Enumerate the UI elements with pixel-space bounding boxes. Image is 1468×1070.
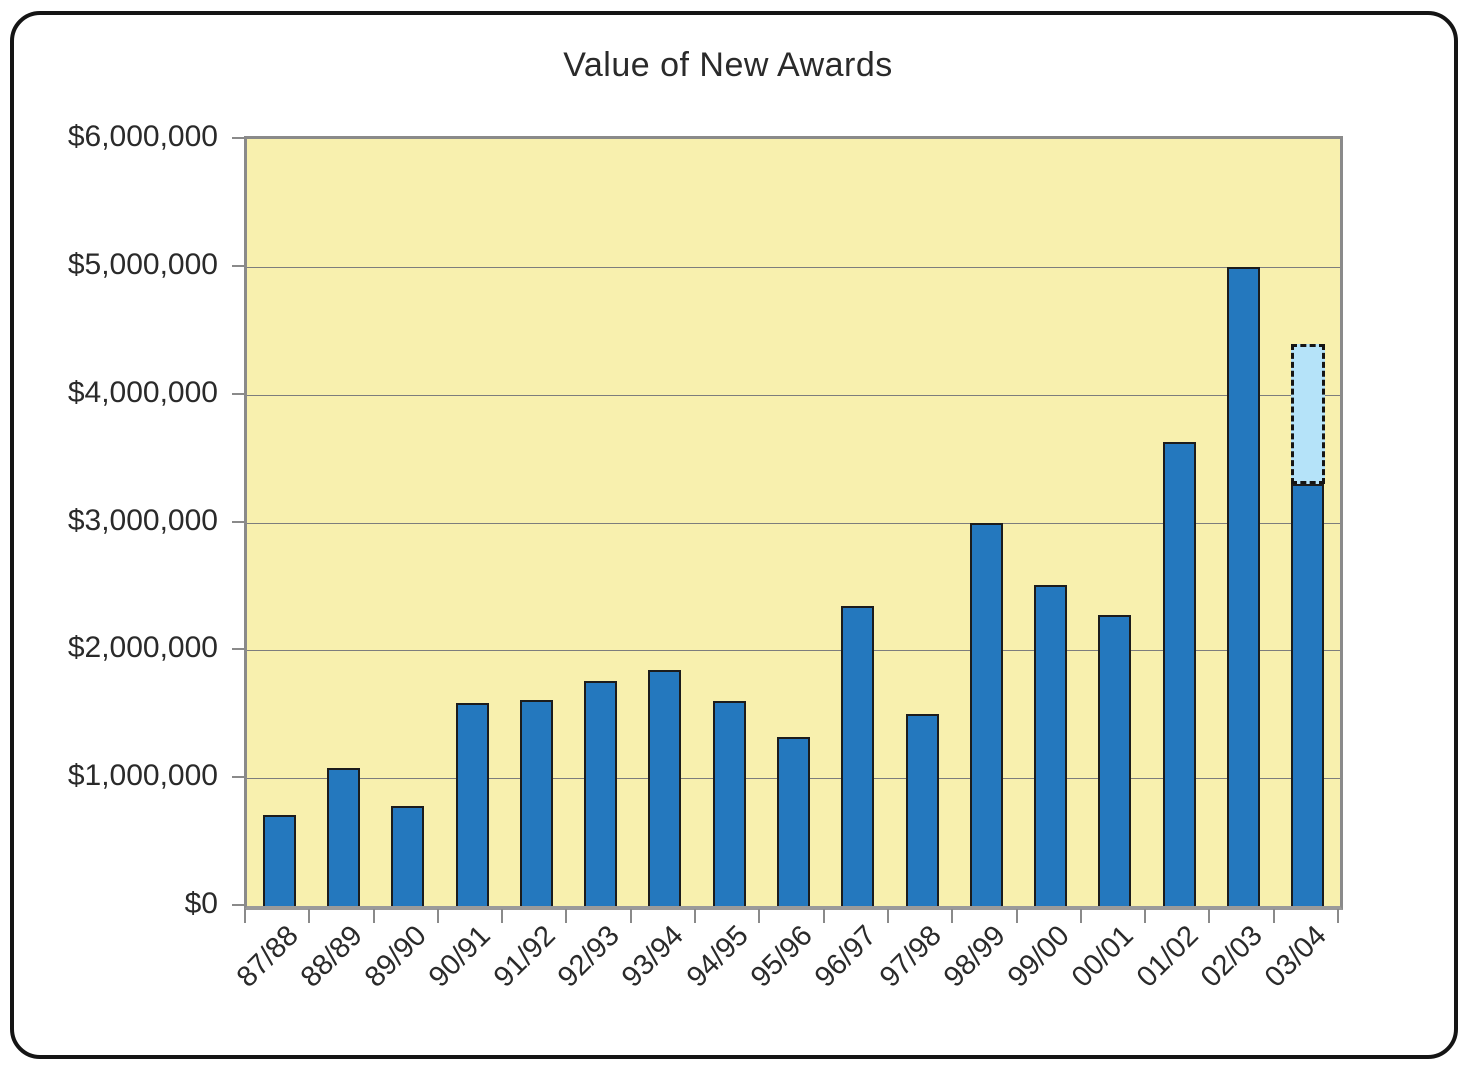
x-axis-tick (1079, 909, 1082, 923)
bar-98/99 (969, 522, 1003, 906)
x-axis-tick (1144, 909, 1147, 923)
x-axis-label: 00/01 (1066, 919, 1141, 994)
bar-02/03 (1227, 266, 1261, 906)
x-axis-label: 96/97 (809, 919, 883, 994)
x-axis-label: 03/04 (1259, 919, 1334, 994)
x-axis-label: 90/91 (423, 919, 498, 994)
x-axis-label: 88/89 (294, 919, 369, 994)
x-axis-label: 91/92 (487, 919, 562, 994)
bar-94/95 (712, 701, 746, 906)
x-axis-label: 01/02 (1130, 919, 1205, 994)
gridline-3000000 (247, 522, 1340, 524)
x-axis-tick (1208, 909, 1211, 923)
y-axis-tick (232, 137, 246, 139)
y-axis-tick (232, 904, 246, 906)
x-axis-tick (436, 909, 439, 923)
bar-96/97 (841, 605, 875, 906)
x-axis-label: 97/98 (873, 919, 948, 994)
bar-87/88 (262, 815, 296, 906)
bar-89/90 (391, 806, 425, 906)
x-axis-tick (565, 909, 568, 923)
y-axis-tick (232, 648, 246, 651)
gridline-5000000 (247, 266, 1340, 268)
x-axis-label: 02/03 (1194, 919, 1269, 994)
y-axis-label: $5,000,000 (67, 247, 218, 281)
y-axis-label: $1,000,000 (67, 759, 218, 793)
y-axis-label: $2,000,000 (67, 631, 218, 665)
chart-title: Value of New Awards (563, 46, 893, 84)
y-axis-tick (232, 776, 246, 779)
y-axis-label: $4,000,000 (67, 375, 218, 409)
y-axis-tick (232, 264, 246, 267)
x-axis-label: 92/93 (551, 919, 626, 994)
gridline-2000000 (247, 650, 1340, 652)
x-axis-tick (244, 909, 246, 923)
bar-97/98 (905, 714, 939, 906)
x-axis-tick (694, 909, 697, 923)
y-axis-label: $6,000,000 (67, 120, 218, 153)
bar-88/89 (326, 767, 360, 906)
x-axis-tick (501, 909, 504, 923)
x-axis-label: 99/00 (1001, 919, 1076, 994)
x-axis-label: 94/95 (680, 919, 755, 994)
x-axis-label: 93/94 (616, 919, 691, 994)
bar-00/01 (1098, 614, 1132, 906)
x-axis-tick (758, 909, 761, 923)
x-axis-tick (308, 909, 311, 923)
x-axis-tick (1015, 909, 1018, 923)
projected-bar-03/04 (1290, 343, 1325, 485)
bar-99/00 (1034, 585, 1068, 906)
bar-03/04 (1291, 484, 1325, 906)
bar-91/92 (519, 700, 553, 906)
x-axis-tick (1337, 909, 1339, 923)
y-axis-tick (232, 392, 246, 395)
bar-93/94 (648, 669, 682, 906)
bar-92/93 (584, 681, 618, 906)
bar-90/91 (455, 702, 489, 906)
y-axis-label: $3,000,000 (67, 503, 218, 537)
y-axis-label: $0 (184, 887, 218, 920)
x-axis-tick (822, 909, 825, 923)
x-axis-tick (629, 909, 632, 923)
y-axis-tick (232, 520, 246, 523)
x-axis-label: 89/90 (358, 919, 433, 994)
x-axis-label: 95/96 (744, 919, 819, 994)
gridline-4000000 (247, 394, 1340, 396)
x-axis-tick (951, 909, 954, 923)
plot-area (244, 136, 1343, 910)
x-axis-label: 98/99 (937, 919, 1012, 994)
bar-01/02 (1162, 441, 1196, 906)
bar-95/96 (777, 737, 810, 906)
x-axis-tick (1272, 909, 1275, 923)
x-axis-tick (372, 909, 375, 923)
x-axis-label: 87/88 (230, 919, 305, 994)
x-axis-tick (886, 909, 889, 923)
